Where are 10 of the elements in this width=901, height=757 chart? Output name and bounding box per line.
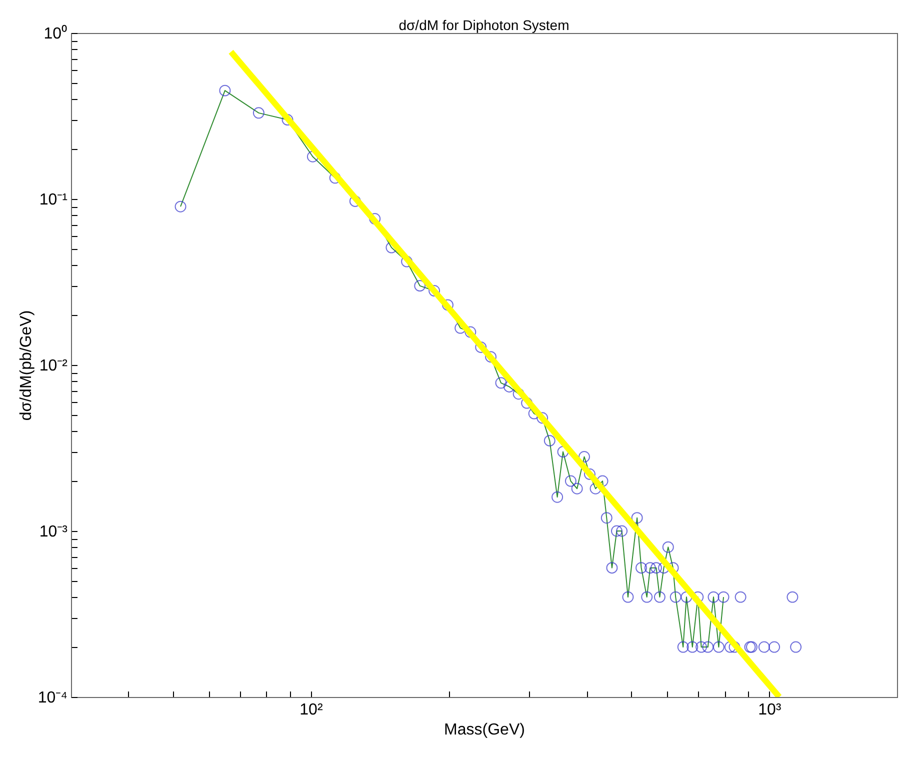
y-tick-label: 10⁻³ (39, 524, 68, 540)
x-tick-label: 10² (300, 702, 324, 718)
y-tick-label: 10⁻⁴ (38, 690, 68, 706)
x-axis-title: Mass(GeV) (444, 722, 525, 738)
y-tick-label: 10⁰ (44, 24, 68, 42)
chart-title: dσ/dM for Diphoton System (398, 17, 570, 33)
x-tick-label: 10³ (758, 702, 782, 718)
y-tick-label: 10⁻² (39, 358, 68, 374)
y-axis-title: dσ/dM(pb/GeV) (18, 310, 35, 421)
y-tick-label: 10⁻¹ (39, 192, 68, 208)
